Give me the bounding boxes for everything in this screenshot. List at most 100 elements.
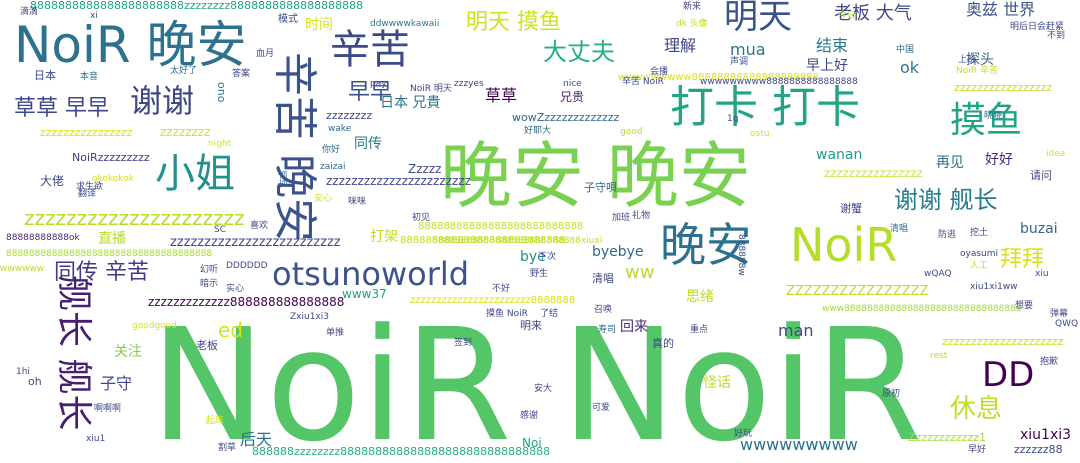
cloud-word: zzzyes xyxy=(454,79,484,89)
cloud-word: Zxiu1xi3 xyxy=(290,312,329,322)
cloud-word: man xyxy=(778,321,814,340)
cloud-word: 辛苦 NoiR xyxy=(622,77,664,87)
cloud-word: 起床 xyxy=(206,416,225,426)
cloud-word: night xyxy=(208,139,232,149)
cloud-word: 888888w xyxy=(736,234,746,276)
cloud-word: 原初 xyxy=(882,389,901,399)
cloud-word: 明后日会赶紧 xyxy=(1010,22,1065,32)
cloud-word: 怪话 xyxy=(703,375,731,391)
cloud-word: wwwwww xyxy=(0,264,45,274)
cloud-word: 声调 xyxy=(730,57,749,67)
cloud-word: SC xyxy=(214,225,226,235)
cloud-word: 88888888888ok xyxy=(6,233,80,243)
cloud-word: 晓晓 xyxy=(984,111,1003,121)
cloud-word: zzzzzzzz xyxy=(326,109,373,122)
cloud-word: 加班 xyxy=(612,213,631,223)
cloud-word: zzzzzzzzzzzzzzzzzzzzzzz xyxy=(326,174,471,188)
cloud-word: 88888888888888888888888888xiuxi xyxy=(432,236,603,246)
cloud-word: goodgood xyxy=(132,321,177,331)
cloud-word: 舰长 舰长 xyxy=(53,275,94,431)
cloud-word: 888888zzzzzzzz88888888888888888888888888… xyxy=(252,445,551,458)
cloud-word: 回来 xyxy=(620,319,648,335)
cloud-word: 签到 xyxy=(454,338,473,348)
cloud-word: 早早 xyxy=(348,80,393,105)
cloud-word: 8888888888888888888888zzzzzzzz8888888888… xyxy=(30,0,364,12)
cloud-word: QWQ xyxy=(1055,319,1079,329)
cloud-word: 你好 xyxy=(322,145,341,155)
cloud-word: 暗示 xyxy=(200,279,219,289)
cloud-word: xiu1xi3 xyxy=(1020,427,1072,443)
cloud-word: 探头 xyxy=(966,52,994,68)
cloud-word: 防逃 xyxy=(938,230,957,240)
cloud-word: ok xyxy=(900,58,920,77)
cloud-word: NoiR 明天 xyxy=(410,84,452,94)
cloud-word: 安大 xyxy=(534,384,553,394)
cloud-word: Zzzzz xyxy=(408,162,442,176)
cloud-word: wwwwwwwww xyxy=(740,435,858,454)
cloud-word: zzzzzzzz xyxy=(160,125,211,139)
cloud-word: 晚安 晚安 xyxy=(440,134,751,218)
cloud-word: 寿司 xyxy=(598,325,617,335)
cloud-word: xiu1 xyxy=(86,434,106,444)
cloud-word: okokokok xyxy=(92,174,134,184)
cloud-word: 好玩 xyxy=(734,429,753,439)
cloud-word: zzzzzzzzzzzzzzzzzzzzz xyxy=(942,335,1064,348)
cloud-word: zzzzzzzzzzzzzzzzzzzzz xyxy=(24,206,245,230)
cloud-word: wowZzzzzzzzzzzzzz xyxy=(512,111,620,124)
cloud-word: good xyxy=(620,127,643,137)
cloud-word: 奥兹 世界 xyxy=(966,0,1036,19)
cloud-word: 新来 xyxy=(683,2,702,12)
cloud-word: Noi xyxy=(522,436,542,450)
cloud-word: 中国 xyxy=(896,45,915,55)
cloud-word: NoiR xyxy=(790,218,898,272)
cloud-word: 礼物 xyxy=(632,211,651,221)
cloud-word: bye xyxy=(520,249,546,265)
cloud-word: 下次 xyxy=(538,252,557,262)
cloud-word: wwwwwwwww8888888888888888 xyxy=(700,77,858,87)
cloud-word: 日本 兄貴 xyxy=(380,95,441,111)
cloud-word: zaizai xyxy=(320,162,346,172)
cloud-word: 打架 xyxy=(370,229,398,245)
cloud-word: 清唱 xyxy=(592,272,614,285)
cloud-word: 明来 xyxy=(520,319,542,332)
cloud-word: 88888888888888888888888888 xyxy=(400,235,566,246)
cloud-word: 会播 xyxy=(650,67,669,77)
cloud-word: Zzzzzzzzzzzz1 xyxy=(908,431,987,444)
cloud-word: wake xyxy=(328,124,352,134)
cloud-word: 早好 xyxy=(968,445,987,455)
cloud-word: 大佬 xyxy=(40,174,65,188)
cloud-word: 早上好 xyxy=(806,58,848,74)
cloud-word: 不好 xyxy=(492,284,511,294)
cloud-word: 抱歉 xyxy=(1040,357,1059,367)
cloud-word: 同传 xyxy=(354,136,382,152)
cloud-word: 摸鱼 NoiR xyxy=(486,309,528,319)
cloud-word: ed xyxy=(218,318,243,342)
cloud-word: 时间 xyxy=(305,17,333,33)
cloud-word: 草草 xyxy=(485,86,518,105)
cloud-word: 子守 xyxy=(100,374,133,393)
cloud-word: 同传 辛苦 xyxy=(54,260,149,285)
cloud-word: idea xyxy=(1046,149,1066,159)
cloud-word: 88888888888888888888888888 xyxy=(418,221,584,232)
cloud-word: DD xyxy=(982,355,1035,395)
cloud-word: pay xyxy=(370,79,387,89)
cloud-word: wwwwwwwww88888888888888888888 xyxy=(618,72,819,83)
cloud-word: oh xyxy=(28,375,42,388)
cloud-word: 重点 xyxy=(690,325,709,335)
cloud-word: 老板 大气 xyxy=(834,3,912,24)
cloud-word: NoiRzzzzzzzzz xyxy=(72,151,150,164)
cloud-word: 今日 xyxy=(838,11,857,21)
cloud-word: www8888888888888888888888888888888 xyxy=(822,304,1022,314)
cloud-word: NoiR NoiR xyxy=(150,295,923,463)
cloud-word: 本音 xyxy=(80,72,99,82)
cloud-word: 清唱 xyxy=(890,224,909,234)
cloud-word: 真的 xyxy=(652,337,674,350)
cloud-word: 直播 xyxy=(98,231,126,247)
cloud-word: otsunoworld xyxy=(272,255,470,293)
cloud-word: 思绪 xyxy=(686,289,714,305)
cloud-word: 1q xyxy=(727,114,739,124)
cloud-word: byebye xyxy=(592,244,644,260)
cloud-word: zzzzzzzzzzzzz888888888888888 xyxy=(148,295,345,309)
cloud-word: 单推 xyxy=(326,328,345,338)
cloud-word: zzzzzzzzzzzzzzzz xyxy=(40,126,133,139)
